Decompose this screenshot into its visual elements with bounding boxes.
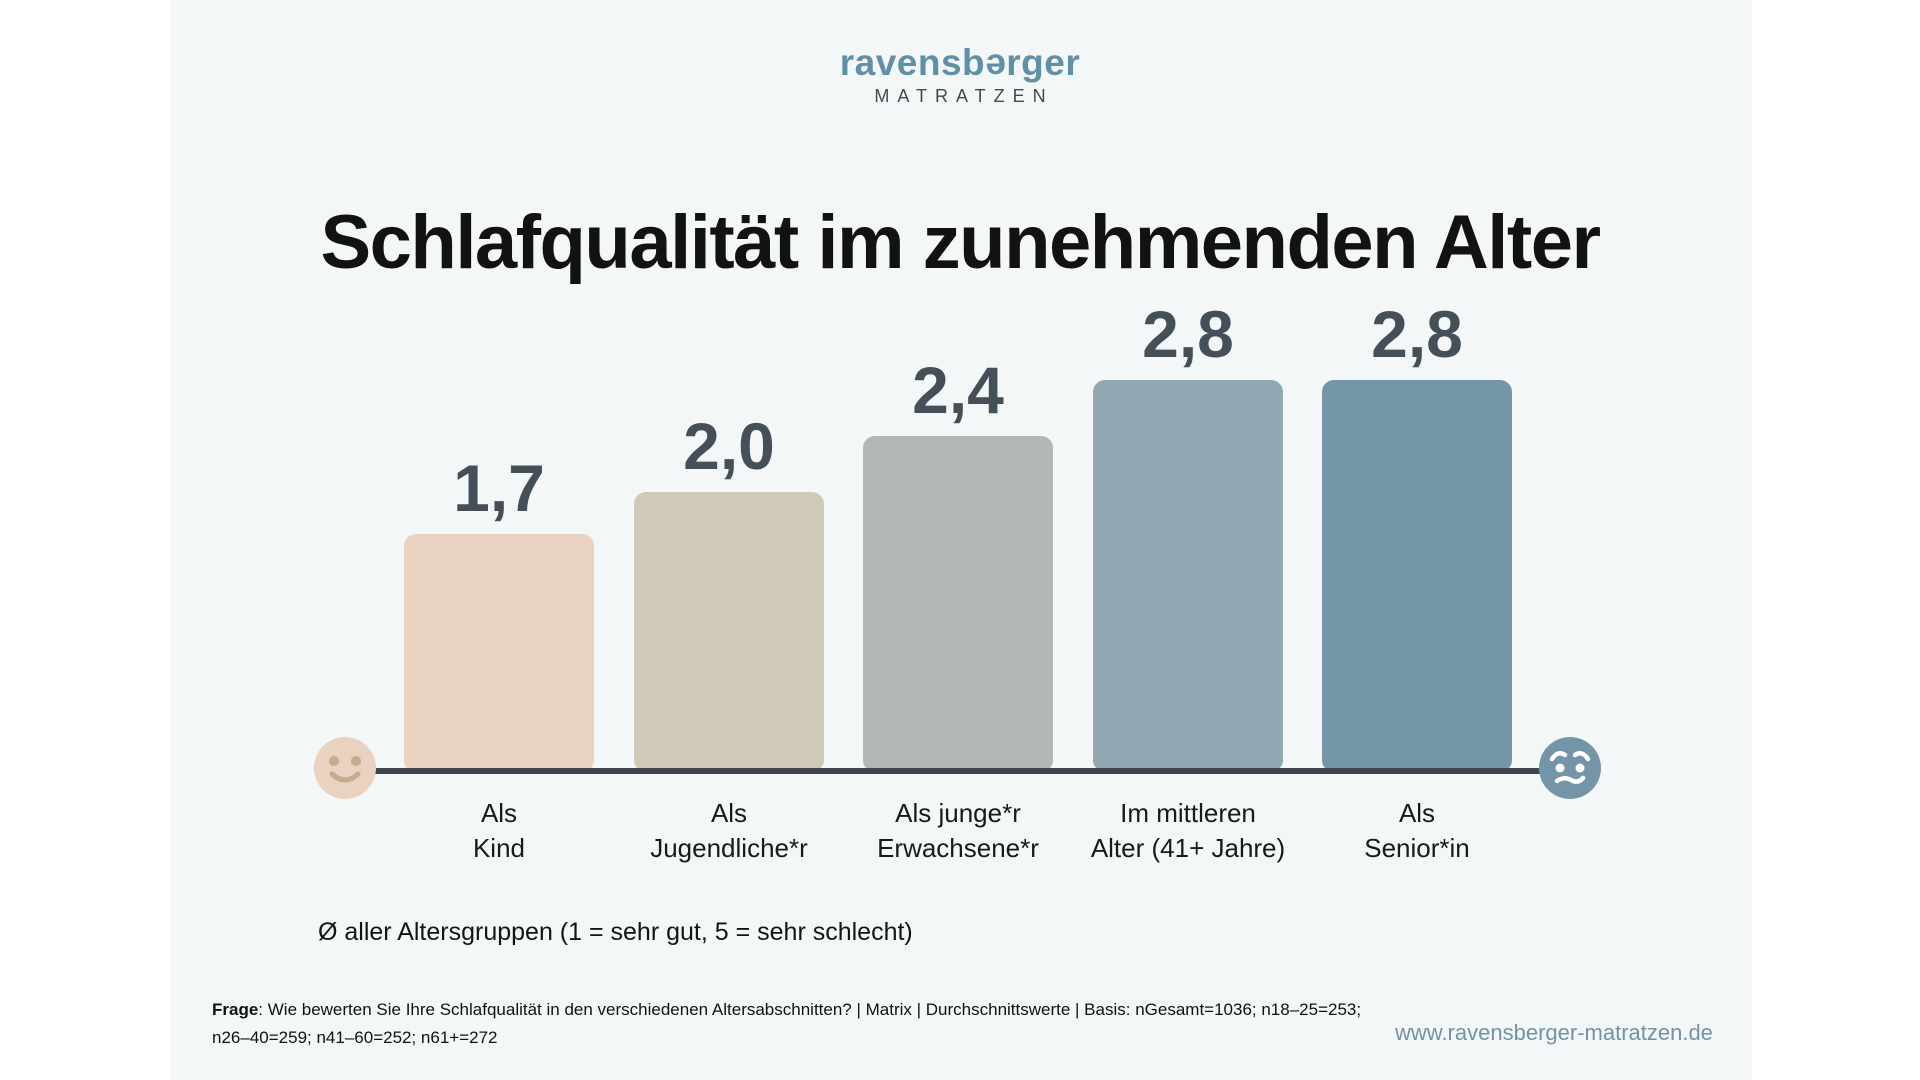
bar-category-label: Als Jugendliche*r: [599, 796, 859, 866]
brand-subtitle: MATRATZEN: [874, 86, 1054, 106]
bar-value-label: 2,8: [1371, 297, 1463, 371]
bar-category-line: Als junge*r: [895, 798, 1021, 828]
bar-category-label: Im mittleren Alter (41+ Jahre): [1058, 796, 1318, 866]
wordmark-part: rger: [1006, 42, 1081, 83]
bar-category-label: Als junge*r Erwachsene*r: [828, 796, 1088, 866]
bar: [863, 436, 1053, 772]
footnote-text: : Wie bewerten Sie Ihre Schlafqualität i…: [258, 1000, 1362, 1019]
page-title: Schlafqualität im zunehmenden Alter: [320, 199, 1601, 285]
x-axis-line: [345, 768, 1555, 774]
wordmark-part: ravensb: [839, 42, 986, 83]
footnote-prefix: Frage: [212, 1000, 259, 1019]
bar-category-label: Als Senior*in: [1287, 796, 1547, 866]
bar-category-line: Kind: [472, 833, 526, 863]
bar: [1093, 380, 1283, 772]
bar: [1322, 380, 1512, 772]
brand-logo: ravensberger MATRATZEN: [0, 42, 1920, 107]
bar-value-label: 2,8: [1142, 297, 1234, 371]
bar-value-label: 2,4: [912, 353, 1004, 427]
bar-value-label: 2,0: [683, 409, 775, 483]
bar-category-line: Als: [480, 798, 518, 828]
bar: [634, 492, 824, 772]
bar-category-line: Als: [1398, 798, 1436, 828]
bar-category-line: Alter (41+ Jahre): [1090, 833, 1286, 863]
survey-footnote: Frage: Wie bewerten Sie Ihre Schlafquali…: [212, 996, 1361, 1052]
bar-category-line: Senior*in: [1364, 833, 1470, 863]
happy-face-icon: [314, 737, 376, 799]
bar: [404, 534, 594, 772]
brand-wordmark: ravensberger: [0, 42, 1920, 88]
wordmark-flipped-e: e: [985, 46, 1007, 88]
bar-category-label: Als Kind: [369, 796, 629, 866]
bar-category-line: Im mittleren: [1120, 798, 1256, 828]
footnote-line-1: Frage: Wie bewerten Sie Ihre Schlafquali…: [212, 996, 1361, 1024]
footnote-line-2: n26–40=259; n41–60=252; n61+=272: [212, 1028, 498, 1047]
bar-category-line: Jugendliche*r: [650, 833, 808, 863]
website-url[interactable]: www.ravensberger-matratzen.de: [1395, 1020, 1713, 1045]
bar-category-line: Als: [710, 798, 748, 828]
bar-category-line: Erwachsene*r: [877, 833, 1039, 863]
bar-value-label: 1,7: [453, 451, 545, 525]
scale-note: Ø aller Altersgruppen (1 = sehr gut, 5 =…: [318, 918, 913, 946]
worried-face-icon: [1539, 737, 1601, 799]
